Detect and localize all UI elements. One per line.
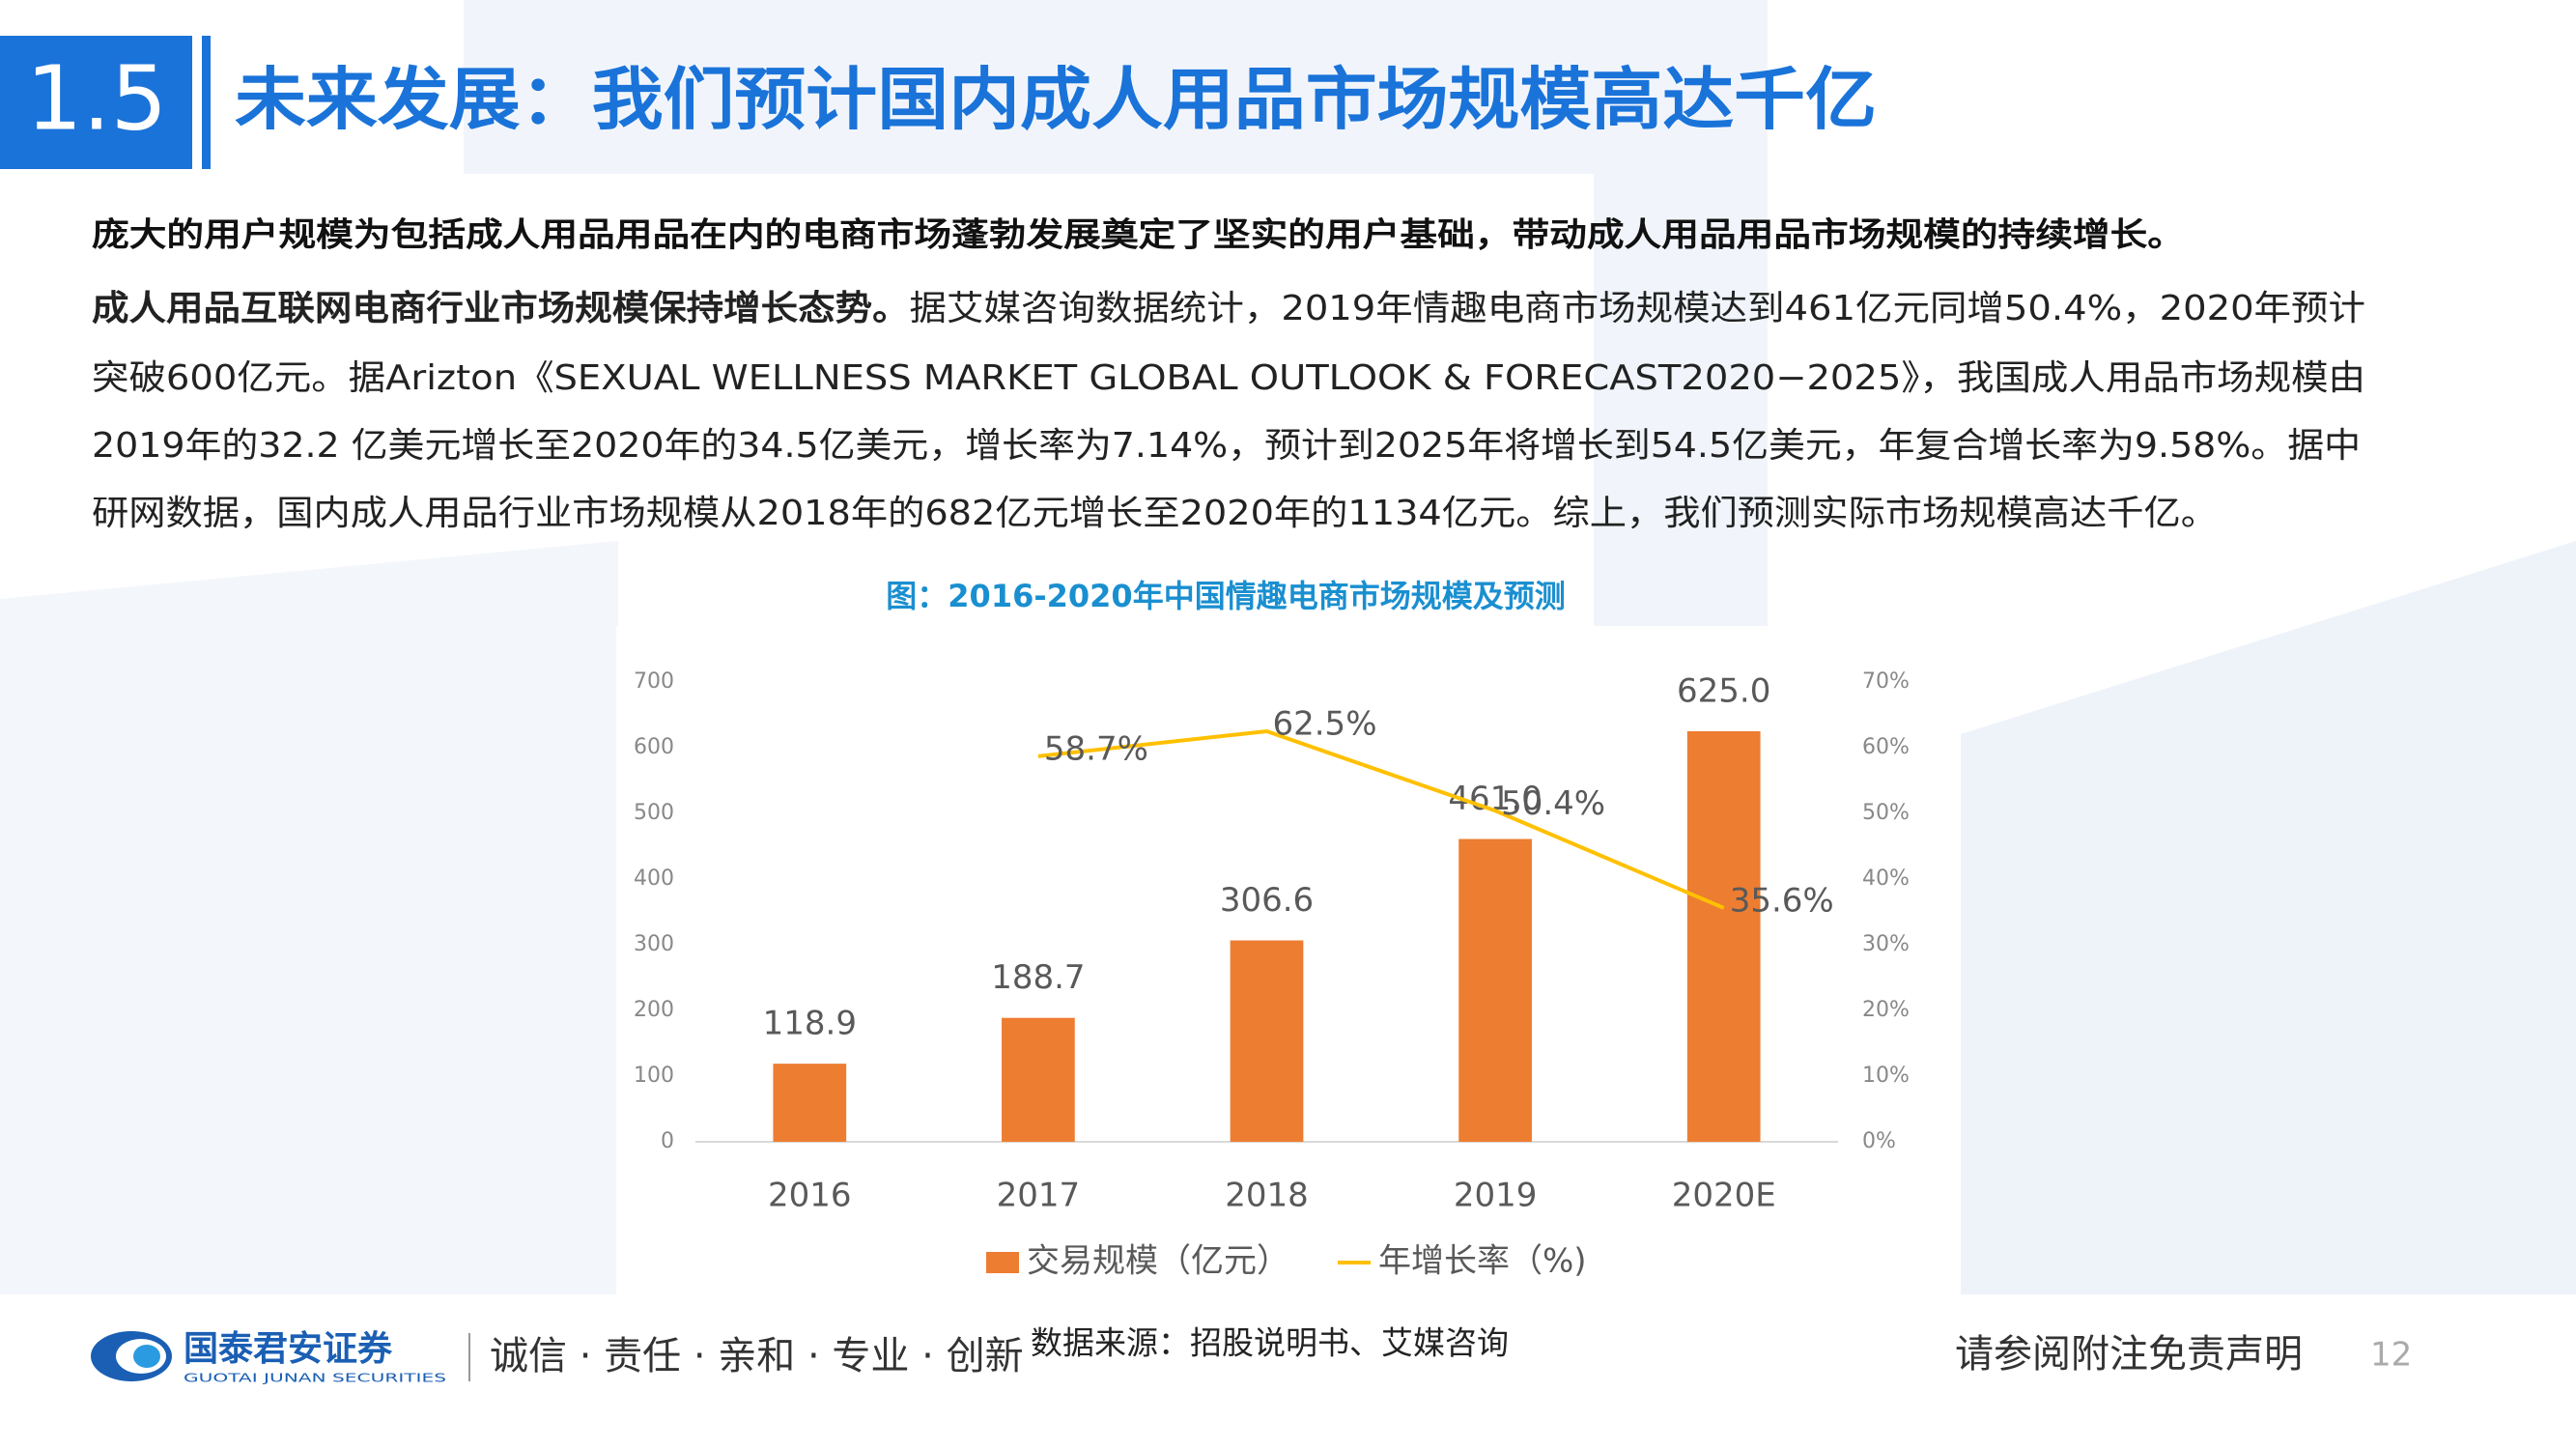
source: 数据来源：招股说明书、艾媒咨询: [1031, 1324, 1509, 1362]
logo-mark: [133, 1345, 160, 1368]
logo: [91, 1331, 172, 1381]
y-tick-label: 0: [661, 1129, 674, 1153]
legend-swatch: [986, 1252, 1019, 1273]
x-tick-label: 2018: [1225, 1177, 1309, 1215]
summary: 庞大的用户规模为包括成人用品用品在内的电商市场蓬勃发展奠定了坚实的用户基础，带动…: [92, 216, 2185, 255]
y2-tick-label: 30%: [1862, 932, 1910, 956]
brand: 国泰君安证券: [184, 1329, 393, 1369]
data-label: 58.7%: [1044, 729, 1148, 768]
y-tick-label: 100: [634, 1064, 674, 1088]
data-label: 188.7: [991, 958, 1085, 997]
y2-tick-label: 40%: [1862, 867, 1910, 891]
data-label: 306.6: [1220, 881, 1314, 920]
footer-divider: [468, 1333, 470, 1381]
paragraph-line: 突破600亿元。据Arizton《SEXUAL WELLNESS MARKET …: [92, 358, 2365, 398]
y-tick-label: 700: [634, 669, 674, 694]
y2-tick-label: 70%: [1862, 669, 1910, 694]
x-tick-label: 2019: [1454, 1177, 1538, 1215]
paragraph-text: 据艾媒咨询数据统计，2019年情趣电商市场规模达到461亿元同增50.4%，20…: [910, 289, 2365, 328]
bar: [1230, 940, 1304, 1142]
bg-shape: [0, 541, 618, 1294]
data-label: 62.5%: [1272, 705, 1376, 744]
bar: [1686, 731, 1761, 1142]
y-tick-label: 600: [634, 735, 674, 759]
bg-shape: [1961, 541, 2576, 1294]
legend-label: 交易规模（亿元）: [1027, 1242, 1289, 1281]
y2-tick-label: 20%: [1862, 998, 1910, 1022]
y-tick-label: 400: [634, 867, 674, 891]
y2-tick-label: 0%: [1862, 1129, 1896, 1153]
paragraph-line: 研网数据，国内成人用品行业市场规模从2018年的682亿元增长至2020年的11…: [92, 494, 2218, 533]
x-tick-label: 2016: [768, 1177, 852, 1215]
page-number: 12: [2370, 1336, 2412, 1375]
chart-title: 图：2016-2020年中国情趣电商市场规模及预测: [886, 578, 1565, 614]
divider: [202, 36, 211, 169]
legend-label: 年增长率（%): [1378, 1242, 1587, 1281]
brand-en: GUOTAI JUNAN SECURITIES: [184, 1372, 446, 1385]
motto: 诚信 · 责任 · 亲和 · 专业 · 创新: [490, 1334, 1024, 1378]
x-tick-label: 2020E: [1672, 1177, 1776, 1215]
page-title: 未来发展：我们预计国内成人用品市场规模高达千亿: [235, 60, 1877, 139]
y-tick-label: 500: [634, 801, 674, 825]
y-tick-label: 200: [634, 998, 674, 1022]
bar: [773, 1064, 847, 1142]
disclaimer: 请参阅附注免责声明: [1955, 1332, 2303, 1377]
data-label: 118.9: [763, 1005, 857, 1043]
paragraph-line: 2019年的32.2 亿美元增长至2020年的34.5亿美元，增长率为7.14%…: [92, 426, 2361, 466]
y-tick-label: 300: [634, 932, 674, 956]
data-label: 50.4%: [1501, 784, 1605, 823]
lead: 成人用品互联网电商行业市场规模保持增长态势。: [92, 289, 910, 328]
data-label: 35.6%: [1730, 881, 1834, 920]
data-label: 625.0: [1677, 672, 1770, 711]
section-box: [0, 36, 192, 169]
y2-tick-label: 60%: [1862, 735, 1910, 759]
bar: [1002, 1017, 1075, 1142]
section-number: 1.5: [26, 46, 167, 150]
x-tick-label: 2017: [997, 1177, 1081, 1215]
paragraph-line: 成人用品互联网电商行业市场规模保持增长态势。 据艾媒咨询数据统计，2019年情趣电…: [92, 289, 2365, 328]
y2-tick-label: 10%: [1862, 1064, 1910, 1088]
y2-tick-label: 50%: [1862, 801, 1910, 825]
line: [1037, 728, 1725, 910]
bar: [1458, 838, 1532, 1142]
